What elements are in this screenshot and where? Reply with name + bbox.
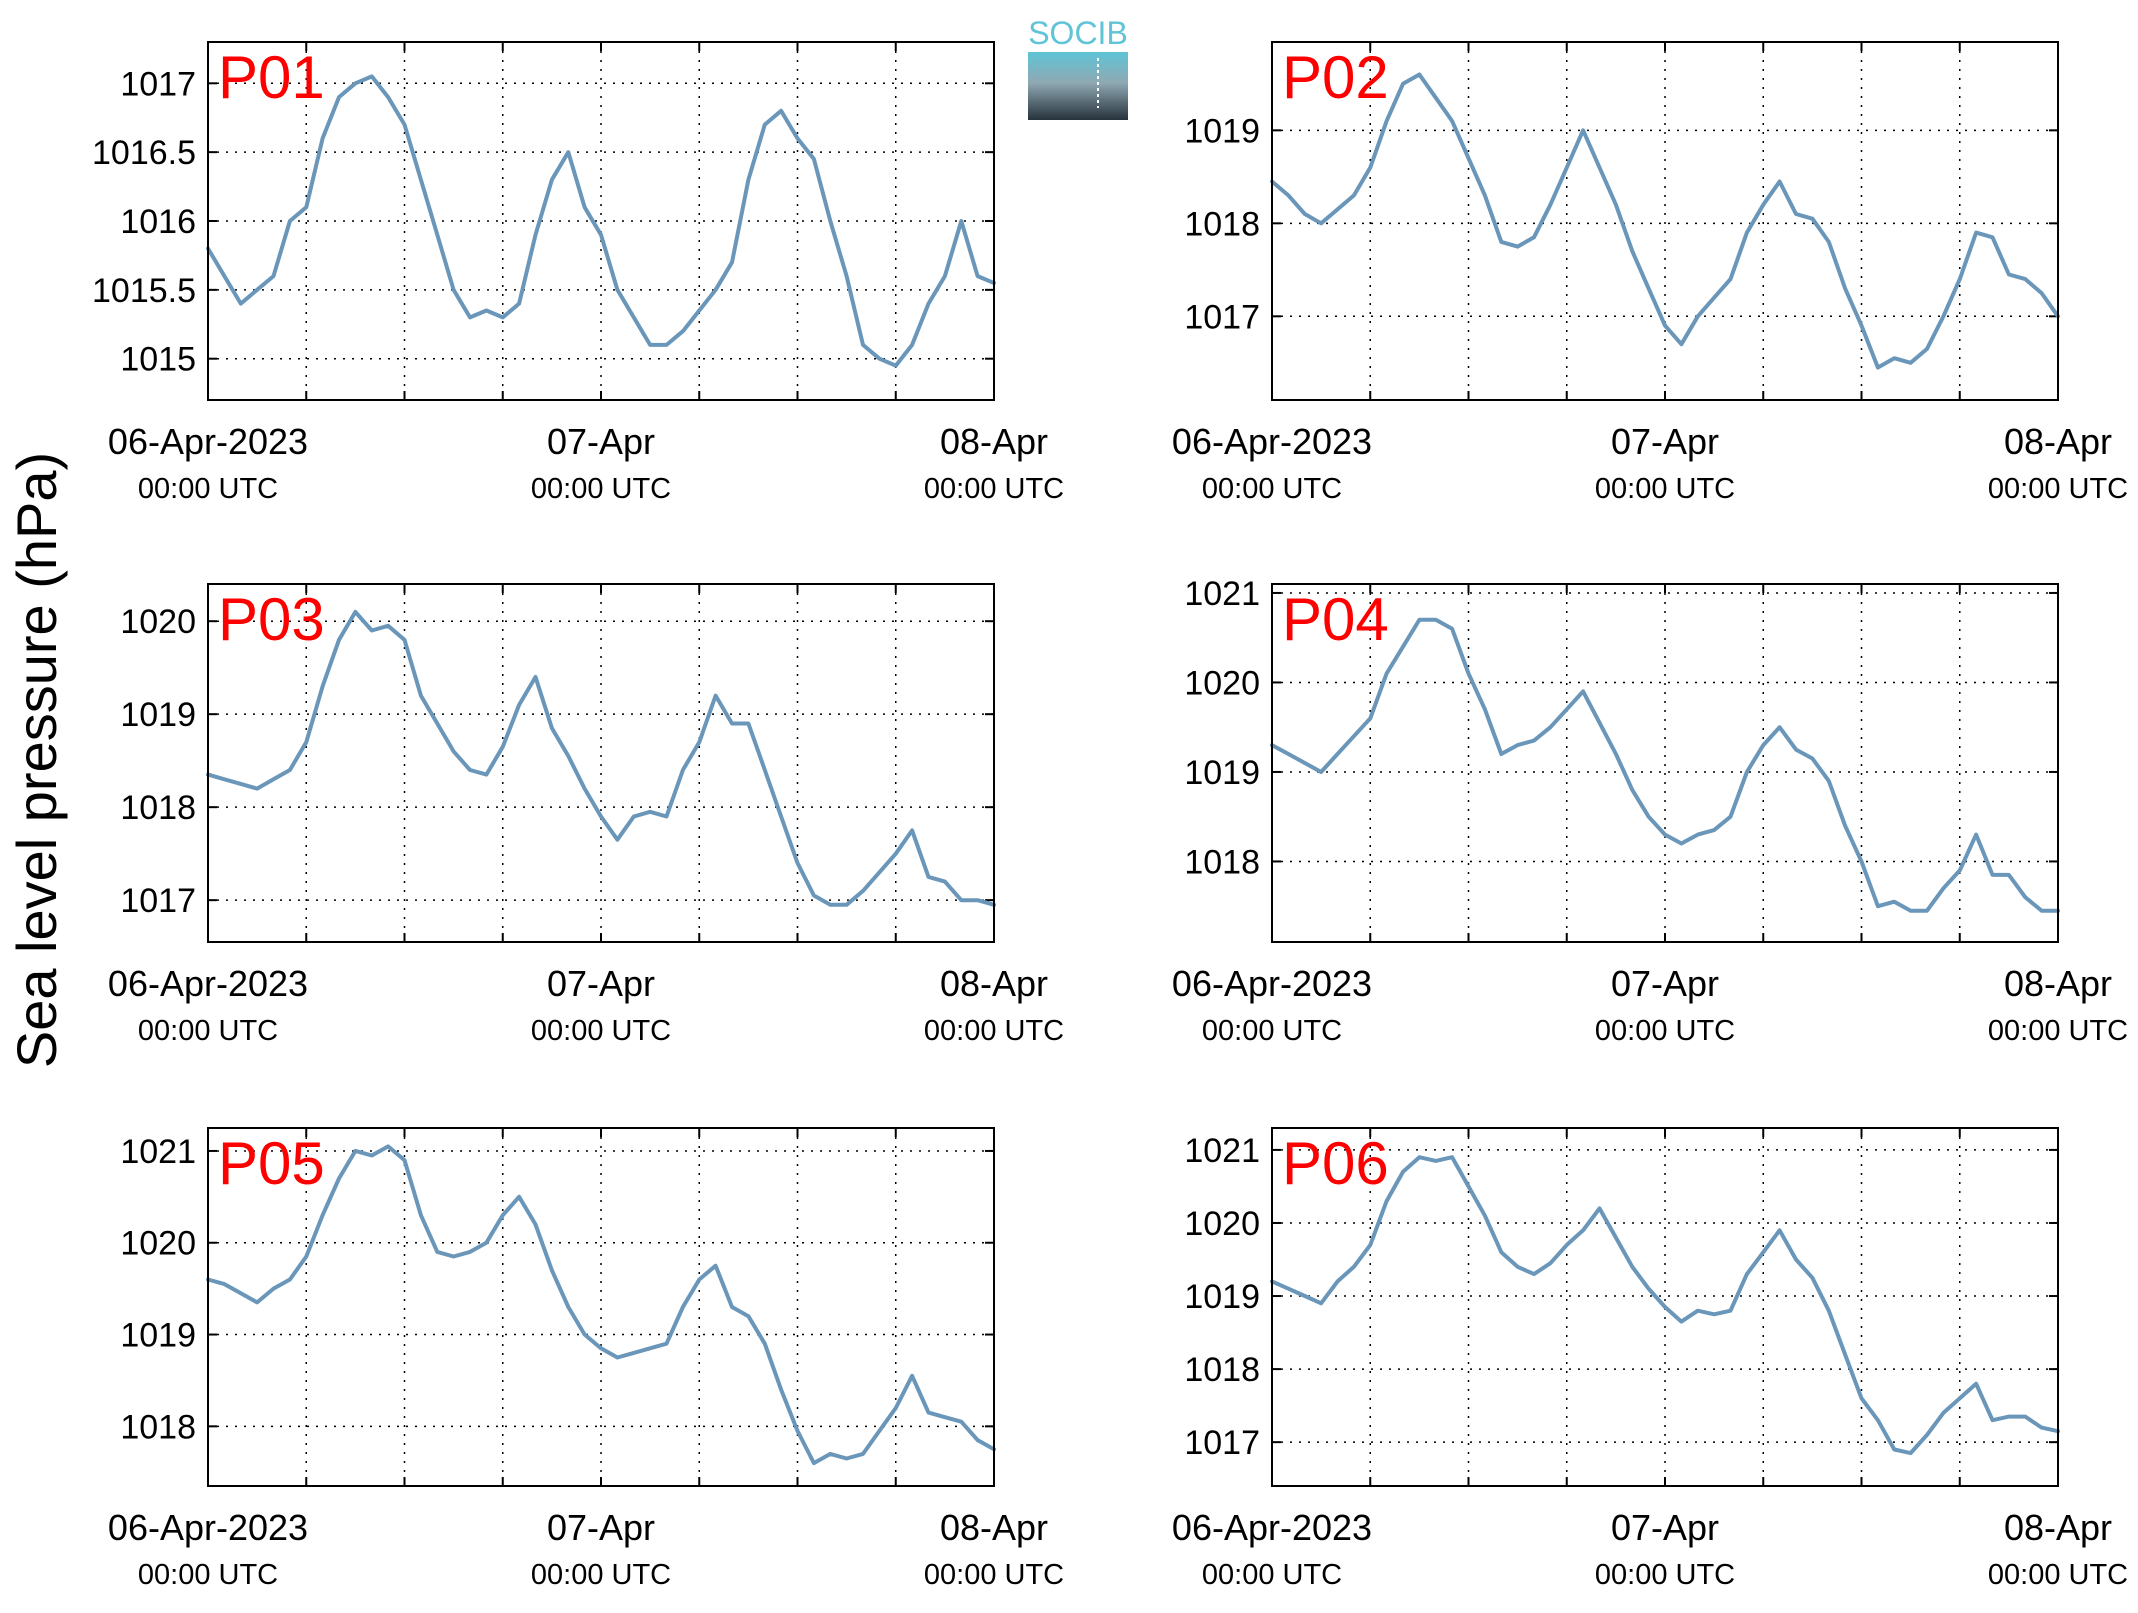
panel-p05: 1018 1019 1020 1021 06-Apr-2023 00:00 UTC 07-A… [108, 1127, 1064, 1591]
x-tick-label-p03-1: 07-Apr [547, 963, 655, 1004]
y-tick-label-p03-2: 1019 [120, 696, 196, 734]
y-tick-label-p04-0: 1018 [1184, 843, 1260, 881]
x-tick-label-p05-2: 08-Apr [940, 1507, 1048, 1548]
socib-logo: SOCIB [1028, 15, 1128, 120]
x-tick-label-p06-2: 08-Apr [2004, 1507, 2112, 1548]
panels: 1015 1015.5 1016 1016.5 1017 06-Apr-2023 00:00… [92, 41, 2128, 1591]
y-tick-label-p05-0: 1018 [120, 1408, 196, 1446]
y-tick-label-p05-3: 1021 [120, 1133, 196, 1171]
x-tick-label-p04-0: 06-Apr-2023 [1172, 963, 1372, 1004]
socib-logo-block [1028, 52, 1128, 120]
y-tick-label-p02-2: 1019 [1184, 112, 1260, 150]
axes-border-p02 [1271, 41, 2059, 401]
y-tick-label-p05-2: 1020 [120, 1225, 196, 1263]
y-tick-label-p05-1: 1019 [120, 1317, 196, 1355]
panel-p03: 1017 1018 1019 1020 06-Apr-2023 00:00 UTC 07-A… [108, 583, 1064, 1047]
series-line-p02-0 [1270, 72, 2060, 370]
series-line-p03-0 [206, 609, 996, 907]
panel-label-p06: P06 [1282, 1130, 1389, 1197]
series-line-p05-0 [206, 1144, 996, 1466]
y-tick-label-p03-3: 1020 [120, 603, 196, 641]
x-tick-label-p01-0: 06-Apr-2023 [108, 421, 308, 462]
axes-border-p03 [207, 583, 995, 943]
x-tick-label-p05-1: 07-Apr [547, 1507, 655, 1548]
panel-label-p04: P04 [1282, 586, 1389, 653]
x-tick-label-p06-1: 07-Apr [1611, 1507, 1719, 1548]
x-tick-sublabel-p05-1: 00:00 UTC [531, 1559, 671, 1591]
x-tick-sublabel-p01-0: 00:00 UTC [138, 473, 278, 505]
figure-ylabel: Sea level pressure (hPa) [5, 452, 68, 1068]
axes-border-p01 [207, 41, 995, 401]
x-tick-label-p05-0: 06-Apr-2023 [108, 1507, 308, 1548]
panel-label-p02: P02 [1282, 44, 1389, 111]
x-tick-label-p02-0: 06-Apr-2023 [1172, 421, 1372, 462]
panel-label-p01: P01 [218, 44, 325, 111]
x-tick-sublabel-p01-2: 00:00 UTC [924, 473, 1064, 505]
x-tick-sublabel-p04-1: 00:00 UTC [1595, 1015, 1735, 1047]
x-tick-label-p01-1: 07-Apr [547, 421, 655, 462]
x-tick-label-p02-1: 07-Apr [1611, 421, 1719, 462]
y-tick-label-p02-0: 1017 [1184, 298, 1260, 336]
y-tick-label-p03-0: 1017 [120, 882, 196, 920]
panel-label-p05: P05 [218, 1130, 325, 1197]
y-tick-label-p06-2: 1019 [1184, 1278, 1260, 1316]
axes-border-p05 [207, 1127, 995, 1487]
x-tick-label-p02-2: 08-Apr [2004, 421, 2112, 462]
x-tick-label-p03-2: 08-Apr [940, 963, 1048, 1004]
axes-frame-p02 [1271, 41, 2059, 401]
y-tick-label-p01-0: 1015 [120, 341, 196, 379]
y-tick-label-p04-3: 1021 [1184, 575, 1260, 613]
axes-border-p04 [1271, 583, 2059, 943]
series-line-p01-0 [206, 74, 996, 368]
x-tick-sublabel-p03-0: 00:00 UTC [138, 1015, 278, 1047]
y-tick-label-p01-2: 1016 [120, 203, 196, 241]
socib-logo-text: SOCIB [1028, 15, 1128, 51]
y-tick-label-p06-0: 1017 [1184, 1424, 1260, 1462]
panel-label-p03: P03 [218, 586, 325, 653]
x-tick-sublabel-p02-2: 00:00 UTC [1988, 473, 2128, 505]
axes-border-p06 [1271, 1127, 2059, 1487]
series-line-p04-0 [1270, 617, 2060, 913]
y-tick-label-p03-1: 1018 [120, 789, 196, 827]
x-tick-sublabel-p03-2: 00:00 UTC [924, 1015, 1064, 1047]
x-tick-sublabel-p02-0: 00:00 UTC [1202, 473, 1342, 505]
x-tick-sublabel-p04-2: 00:00 UTC [1988, 1015, 2128, 1047]
y-tick-label-p04-2: 1020 [1184, 664, 1260, 702]
x-tick-sublabel-p05-0: 00:00 UTC [138, 1559, 278, 1591]
y-tick-label-p01-4: 1017 [120, 65, 196, 103]
axes-frame-p03 [207, 583, 995, 943]
x-tick-sublabel-p01-1: 00:00 UTC [531, 473, 671, 505]
x-tick-label-p03-0: 06-Apr-2023 [108, 963, 308, 1004]
x-tick-sublabel-p06-0: 00:00 UTC [1202, 1559, 1342, 1591]
y-tick-label-p06-1: 1018 [1184, 1351, 1260, 1389]
x-tick-label-p06-0: 06-Apr-2023 [1172, 1507, 1372, 1548]
y-tick-label-p06-3: 1020 [1184, 1205, 1260, 1243]
x-tick-label-p04-2: 08-Apr [2004, 963, 2112, 1004]
panel-p01: 1015 1015.5 1016 1016.5 1017 06-Apr-2023 00:00… [92, 41, 1064, 505]
x-tick-sublabel-p04-0: 00:00 UTC [1202, 1015, 1342, 1047]
y-tick-label-p04-1: 1019 [1184, 754, 1260, 792]
x-tick-sublabel-p02-1: 00:00 UTC [1595, 473, 1735, 505]
axes-frame-p04 [1271, 583, 2059, 943]
y-tick-label-p02-1: 1018 [1184, 205, 1260, 243]
x-tick-sublabel-p06-2: 00:00 UTC [1988, 1559, 2128, 1591]
x-tick-label-p01-2: 08-Apr [940, 421, 1048, 462]
x-tick-sublabel-p03-1: 00:00 UTC [531, 1015, 671, 1047]
x-tick-sublabel-p06-1: 00:00 UTC [1595, 1559, 1735, 1591]
series-line-p06-0 [1270, 1155, 2060, 1456]
y-tick-label-p06-4: 1021 [1184, 1132, 1260, 1170]
panel-p02: 1017 1018 1019 06-Apr-2023 00:00 UTC 07-Apr 00… [1172, 41, 2128, 505]
x-tick-label-p04-1: 07-Apr [1611, 963, 1719, 1004]
y-tick-label-p01-3: 1016.5 [92, 134, 196, 172]
y-tick-label-p01-1: 1015.5 [92, 272, 196, 310]
panel-p06: 1017 1018 1019 1020 1021 06-Apr-2023 00:00 UTC… [1172, 1127, 2128, 1591]
x-tick-sublabel-p05-2: 00:00 UTC [924, 1559, 1064, 1591]
panel-p04: 1018 1019 1020 1021 06-Apr-2023 00:00 UTC 07-A… [1172, 575, 2128, 1047]
